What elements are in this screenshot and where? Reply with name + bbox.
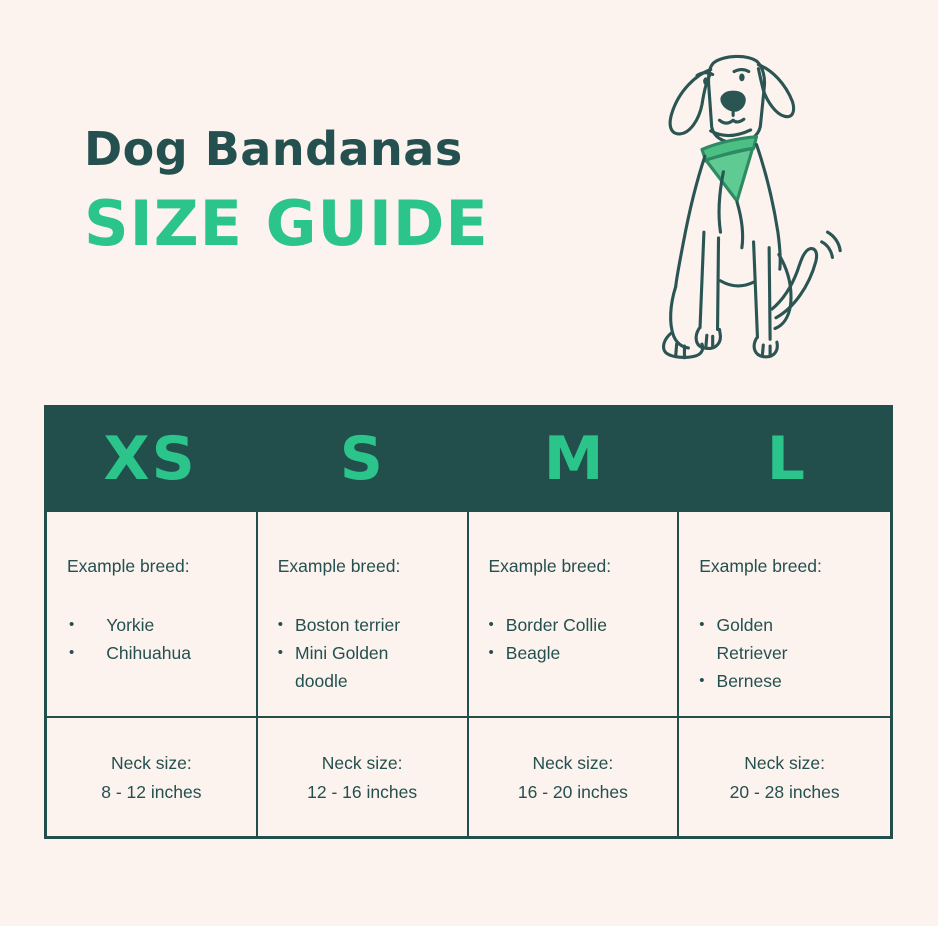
example-breed-label: Example breed: xyxy=(488,556,612,576)
size-header-l: L xyxy=(766,423,807,494)
example-breed-label: Example breed: xyxy=(67,556,190,576)
dog-chest-line xyxy=(735,200,745,250)
dog-body-left xyxy=(674,154,707,289)
breed-item: • Golden Retriever xyxy=(699,611,880,667)
breed-list: • Border Collie • Beagle xyxy=(489,611,668,667)
neck-cell-xs: Neck size: 8 - 12 inches xyxy=(47,718,258,836)
dog-left-front-leg xyxy=(698,230,721,332)
breed-name: Golden Retriever xyxy=(716,615,788,663)
breed-name: Mini Golden doodle xyxy=(295,643,389,691)
breed-item: • Yorkie xyxy=(67,611,246,639)
size-header-s: S xyxy=(339,423,385,494)
size-header-m: M xyxy=(543,423,606,494)
breed-name: Beagle xyxy=(505,643,561,663)
neck-size-range: 16 - 20 inches xyxy=(517,781,628,802)
table-body: Example breed: • Yorkie • Chihuahua Example b… xyxy=(44,512,893,839)
bullet-icon: • xyxy=(699,616,705,633)
breed-item: • Bernese xyxy=(699,667,880,695)
dog-illustration xyxy=(628,22,920,380)
bullet-icon: • xyxy=(69,644,75,661)
breed-list: • Boston terrier • Mini Golden doodle xyxy=(278,611,457,695)
dog-chest-inner xyxy=(717,170,725,234)
dog-nose xyxy=(720,90,746,112)
neck-size-label: Neck size: xyxy=(532,752,614,773)
breeds-cell-xs: Example breed: • Yorkie • Chihuahua xyxy=(47,512,258,716)
breed-item: • Beagle xyxy=(489,639,668,667)
breed-item: • Boston terrier xyxy=(278,611,457,639)
dog-left-brow xyxy=(695,71,715,77)
dog-belly-curve xyxy=(718,279,757,288)
breed-item: • Chihuahua xyxy=(67,639,246,667)
breed-name: Boston terrier xyxy=(295,615,401,635)
size-header-xs: XS xyxy=(103,423,197,494)
dog-left-eye xyxy=(703,77,709,86)
dog-jaw xyxy=(709,128,753,138)
neck-size-label: Neck size: xyxy=(111,752,192,773)
bullet-icon: • xyxy=(488,616,494,633)
neck-size-range: 8 - 12 inches xyxy=(101,781,202,802)
dog-left-front-toes xyxy=(704,333,715,349)
tail-motion-lines xyxy=(820,230,842,260)
breed-name: Chihuahua xyxy=(106,643,191,663)
bullet-icon: • xyxy=(277,644,284,661)
dog-tail xyxy=(770,247,819,320)
size-guide-table: XS S M L Example breed: • Yorkie • Chihuahua Exa… xyxy=(44,405,893,839)
bullet-icon: • xyxy=(277,616,284,633)
neck-size-range: 12 - 16 inches xyxy=(307,781,418,802)
breed-name: Bernese xyxy=(716,671,782,691)
dog-left-hind-toes xyxy=(674,342,687,360)
example-breeds-row: Example breed: • Yorkie • Chihuahua Example b… xyxy=(47,512,890,716)
table-header-row: XS S M L xyxy=(44,405,893,512)
neck-cell-m: Neck size: 16 - 20 inches xyxy=(469,718,680,836)
dog-with-bandana-drawing xyxy=(662,54,842,360)
dog-left-front-paw xyxy=(694,326,723,350)
example-breed-label: Example breed: xyxy=(277,556,401,576)
bullet-icon: • xyxy=(488,644,494,661)
dog-left-ear xyxy=(668,68,713,136)
dog-right-brow xyxy=(732,68,751,74)
neck-size-range: 20 - 28 inches xyxy=(729,781,840,802)
neck-cell-s: Neck size: 12 - 16 inches xyxy=(258,718,469,836)
breeds-cell-l: Example breed: • Golden Retriever • Bernese xyxy=(679,512,890,716)
title-size-guide: SIZE GUIDE xyxy=(84,187,489,261)
bandana-triangle xyxy=(704,146,755,203)
breeds-cell-m: Example breed: • Border Collie • Beagle xyxy=(469,512,680,716)
neck-size-row: Neck size: 8 - 12 inches Neck size: 12 - 16… xyxy=(47,716,890,836)
dog-mouth xyxy=(717,117,746,125)
dog-right-front-toes xyxy=(760,343,772,358)
breed-name: Border Collie xyxy=(505,615,607,635)
example-breed-label: Example breed: xyxy=(699,556,822,576)
title-dog-bandanas: Dog Bandanas xyxy=(84,122,463,176)
page-title: Dog Bandanas SIZE GUIDE xyxy=(84,122,489,256)
breed-item: • Mini Golden doodle xyxy=(278,639,457,695)
bullet-icon: • xyxy=(69,616,75,633)
dog-left-hind-paw xyxy=(662,331,705,359)
neck-size-label: Neck size: xyxy=(744,752,825,773)
neck-cell-l: Neck size: 20 - 28 inches xyxy=(679,718,890,836)
dog-right-ear xyxy=(756,63,796,119)
breed-list: • Golden Retriever • Bernese xyxy=(699,611,880,695)
dog-left-haunch xyxy=(669,285,690,350)
breeds-cell-s: Example breed: • Boston terrier • Mini Golde… xyxy=(258,512,469,716)
dog-right-front-leg xyxy=(752,240,772,341)
neck-size-label: Neck size: xyxy=(321,752,403,773)
dog-right-eye xyxy=(739,73,745,82)
breed-name: Yorkie xyxy=(106,615,155,635)
bullet-icon: • xyxy=(699,672,705,689)
dog-right-front-paw xyxy=(752,336,779,359)
breed-list: • Yorkie • Chihuahua xyxy=(67,611,246,667)
breed-item: • Border Collie xyxy=(489,611,668,639)
